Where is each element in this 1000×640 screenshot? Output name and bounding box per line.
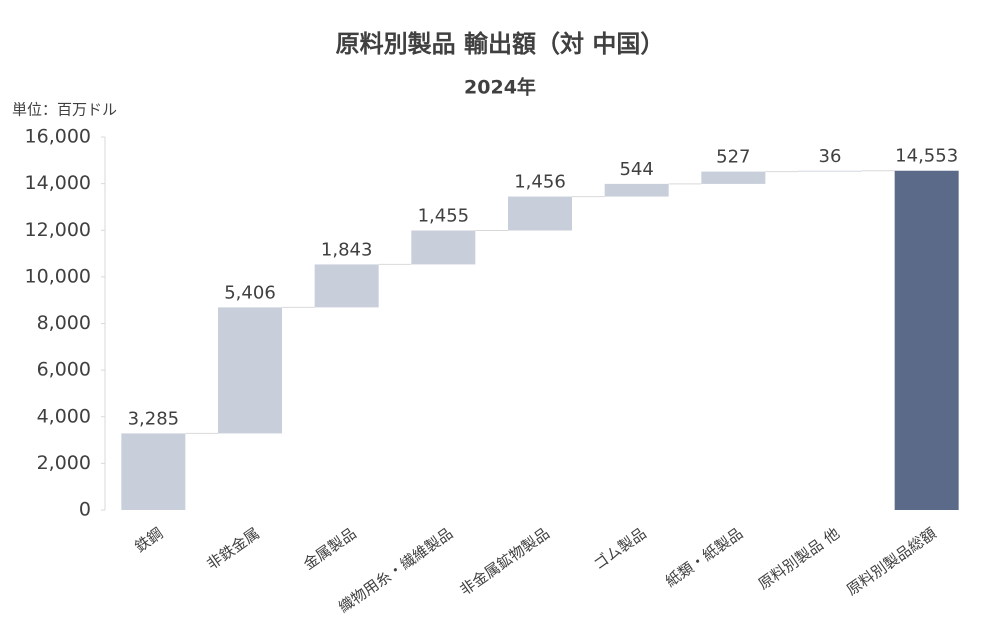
value-label: 527 [716, 147, 750, 168]
chart-title: 原料別製品 輸出額（対 中国） [336, 30, 665, 58]
bar [701, 171, 766, 184]
bar [314, 264, 379, 308]
value-label: 544 [619, 159, 653, 180]
unit-label: 単位：百万ドル [12, 101, 117, 119]
y-tick-label: 8,000 [37, 312, 91, 334]
y-tick-label: 16,000 [25, 126, 91, 148]
chart-subtitle: 2024年 [464, 76, 536, 99]
x-tick-label: 非金属鉱物製品 [457, 524, 553, 599]
value-label: 1,455 [418, 206, 470, 227]
y-tick-label: 10,000 [25, 265, 91, 287]
value-label: 14,553 [895, 146, 958, 167]
x-tick-label: 紙類・紙製品 [662, 524, 746, 590]
x-tick-label: 非鉄金属 [203, 524, 262, 573]
y-tick-label: 14,000 [25, 172, 91, 194]
bar [121, 433, 186, 510]
y-tick-label: 4,000 [37, 405, 91, 427]
bar [894, 170, 959, 510]
value-label: 1,456 [514, 172, 566, 193]
value-label: 1,843 [321, 239, 373, 260]
y-tick-label: 0 [79, 499, 91, 521]
bar [218, 307, 282, 434]
bar [798, 170, 862, 172]
x-tick-label: 鉄鋼 [131, 524, 166, 556]
bar [604, 183, 669, 197]
value-label: 3,285 [128, 408, 180, 429]
bar [508, 196, 572, 231]
y-tick-label: 2,000 [37, 452, 91, 474]
value-label: 5,406 [224, 282, 276, 303]
value-label: 36 [819, 146, 842, 167]
y-tick-label: 12,000 [25, 219, 91, 241]
bar [411, 230, 476, 265]
x-tick-label: ゴム製品 [590, 524, 649, 573]
x-tick-label: 原料別製品 他 [755, 524, 843, 593]
y-tick-label: 6,000 [37, 359, 91, 381]
x-tick-label: 金属製品 [300, 524, 359, 573]
x-tick-label: 原料別製品総額 [843, 524, 939, 599]
